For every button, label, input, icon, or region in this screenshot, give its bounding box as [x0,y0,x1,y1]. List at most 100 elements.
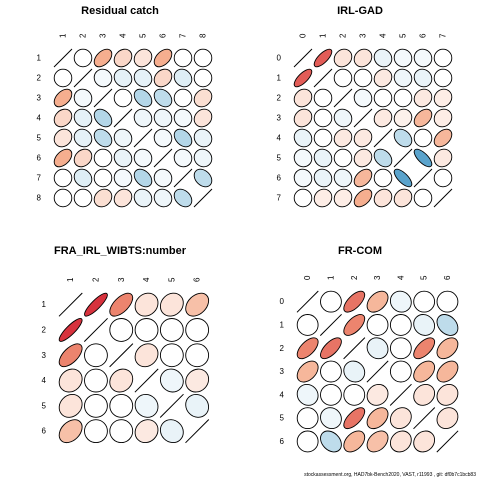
row-tick-label: 3 [280,367,285,376]
correlation-ellipse [373,48,393,68]
correlation-ellipse [296,430,319,453]
correlation-ellipse [113,88,133,108]
correlation-ellipse [353,128,373,148]
col-tick-label: 4 [142,277,151,282]
correlation-ellipse [293,148,313,168]
correlation-ellipse [413,360,436,383]
correlation-ellipse [389,407,412,430]
correlation-ellipse [93,188,113,208]
row-tick-label: 3 [42,351,47,360]
correlation-ellipse [159,368,184,393]
correlation-ellipse [173,108,193,128]
correlation-ellipse [343,383,366,406]
diagonal-mark [83,317,108,342]
correlation-ellipse [153,188,173,208]
row-tick-label: 3 [277,114,282,123]
correlation-ellipse [413,314,436,336]
row-tick-label: 8 [37,194,42,203]
col-tick-label: 6 [419,33,428,38]
panel-title: FR-COM [338,245,382,257]
col-tick-label: 0 [299,33,308,38]
col-tick-label: 1 [319,33,328,38]
correlation-ellipse [433,108,453,128]
col-tick-label: 5 [167,277,176,282]
correlation-ellipse [389,430,412,453]
correlation-ellipse [84,368,108,393]
correlation-ellipse [109,393,134,418]
correlation-ellipse [193,108,213,128]
row-tick-label: 6 [42,427,47,436]
correlation-ellipse [413,88,433,108]
correlation-ellipse [436,337,459,360]
diagonal-mark [319,313,342,336]
correlation-ellipse [173,148,193,168]
row-tick-label: 5 [280,414,285,423]
correlation-ellipse [393,128,413,148]
col-tick-label: 3 [373,275,382,280]
correlation-ellipse [58,368,83,393]
correlation-ellipse [185,292,210,317]
diagonal-mark [413,407,436,430]
col-tick-label: 2 [91,277,100,282]
correlation-ellipse [193,68,213,88]
row-tick-label: 5 [277,154,282,163]
correlation-ellipse [433,68,453,88]
correlation-ellipse [133,168,153,188]
correlation-ellipse [53,68,73,88]
correlation-ellipse [134,292,159,317]
correlation-ellipse [193,168,213,188]
correlation-ellipse [84,292,108,317]
col-tick-label: 0 [303,275,312,280]
col-tick-label: 2 [79,33,88,38]
col-tick-label: 8 [199,33,208,38]
correlation-ellipse [133,68,153,88]
row-tick-label: 2 [280,344,285,353]
correlation-ellipse [343,407,366,430]
correlation-ellipse [113,128,133,148]
correlation-ellipse [389,337,412,360]
correlation-ellipse [333,128,353,148]
correlation-ellipse [320,383,342,406]
correlation-ellipse [113,148,133,168]
correlation-ellipse [413,188,433,208]
correlation-ellipse [73,188,93,208]
col-tick-label: 3 [359,33,368,38]
correlation-ellipse [84,393,108,418]
correlation-ellipse [313,88,333,108]
correlation-ellipse [343,360,366,383]
correlation-ellipse [333,48,353,68]
correlation-ellipse [320,430,342,453]
correlation-ellipse [413,290,436,313]
correlation-ellipse [153,128,173,148]
correlation-ellipse [53,128,73,148]
correlation-ellipse [159,419,184,444]
correlation-ellipse [293,88,313,108]
correlation-ellipse [133,48,153,68]
diagonal-mark [343,337,366,360]
correlation-ellipse [353,68,373,88]
row-tick-label: 0 [280,297,285,306]
correlation-ellipse [185,343,210,368]
correlation-ellipse [366,407,389,430]
row-tick-label: 2 [277,94,282,103]
diagonal-mark [436,430,459,453]
panel-3: FR-COM 0 1 2 3 4 5 6 0 1 2 3 4 5 6 [280,245,459,453]
correlation-ellipse [393,168,413,188]
correlation-ellipse [84,419,108,444]
correlation-ellipse [84,343,108,368]
correlation-ellipse [58,318,83,342]
correlation-ellipse [413,128,433,148]
correlation-ellipse [296,383,319,406]
correlation-ellipse [433,128,453,148]
correlation-ellipse [343,290,366,313]
correlation-ellipse [413,48,433,68]
correlation-ellipse [185,368,210,393]
col-tick-label: 5 [420,275,429,280]
correlation-ellipse [296,337,319,360]
correlation-ellipse [296,360,319,383]
col-tick-label: 3 [99,33,108,38]
correlation-ellipse [343,430,366,453]
correlation-ellipse [433,48,453,68]
correlation-ellipse [413,383,436,406]
